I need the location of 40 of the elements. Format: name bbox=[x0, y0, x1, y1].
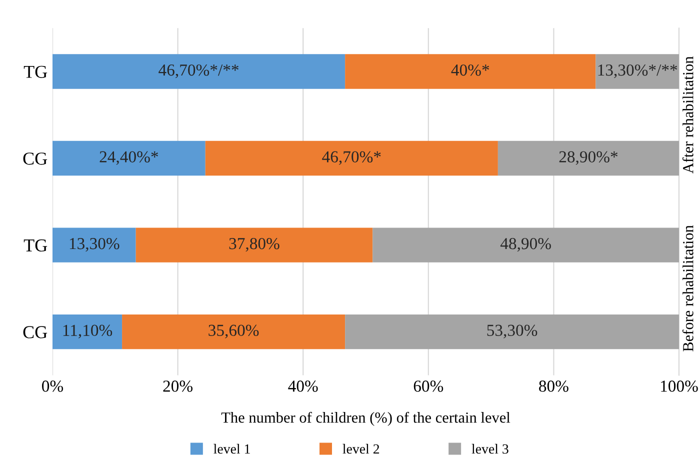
bar bbox=[52, 140, 206, 176]
bar bbox=[52, 54, 346, 89]
bar bbox=[372, 228, 679, 262]
x-tick-label: 100% bbox=[661, 380, 698, 392]
bar bbox=[136, 228, 373, 262]
bar bbox=[52, 228, 136, 262]
legend-label: level 2 bbox=[342, 444, 380, 454]
data-label: 46,70%* bbox=[322, 151, 381, 165]
legend-label: level 3 bbox=[472, 444, 508, 454]
bar bbox=[596, 54, 679, 89]
bar bbox=[345, 54, 596, 89]
data-label: 13,30% bbox=[70, 238, 120, 252]
text: Before rehabilitation bbox=[682, 225, 694, 352]
bar bbox=[52, 314, 122, 350]
data-label: 46,70%*/** bbox=[158, 64, 238, 78]
data-label: 40%* bbox=[451, 64, 490, 76]
data-label: 37,80% bbox=[229, 238, 280, 252]
data-label: 53,30% bbox=[487, 324, 538, 338]
data-label: 24,40%* bbox=[100, 151, 158, 165]
bar bbox=[345, 314, 679, 350]
bar bbox=[122, 314, 346, 350]
bar bbox=[205, 140, 498, 176]
data-label: 35,60% bbox=[208, 324, 259, 338]
x-tick-label: 40% bbox=[288, 380, 318, 392]
bar bbox=[498, 140, 679, 176]
x-axis-title: The number of children (%) of the certain level bbox=[221, 412, 510, 426]
y-tick-label: TG bbox=[24, 239, 48, 252]
y-tick-label: CG bbox=[23, 152, 48, 165]
x-tick-label: 0% bbox=[42, 380, 64, 392]
data-label: 11,10% bbox=[63, 324, 112, 338]
y-tick-label: CG bbox=[23, 326, 48, 338]
data-label: 48,90% bbox=[500, 238, 551, 252]
data-label: 28,90%* bbox=[559, 151, 618, 165]
y-tick-label: TG bbox=[24, 66, 48, 78]
x-tick-label: 80% bbox=[539, 380, 568, 392]
data-label: 13,30%*/** bbox=[598, 64, 678, 78]
text: After rehabilitation bbox=[682, 56, 694, 174]
x-tick-label: 60% bbox=[414, 380, 444, 392]
legend-label: level 1 bbox=[214, 444, 250, 454]
x-tick-label: 20% bbox=[163, 380, 193, 392]
